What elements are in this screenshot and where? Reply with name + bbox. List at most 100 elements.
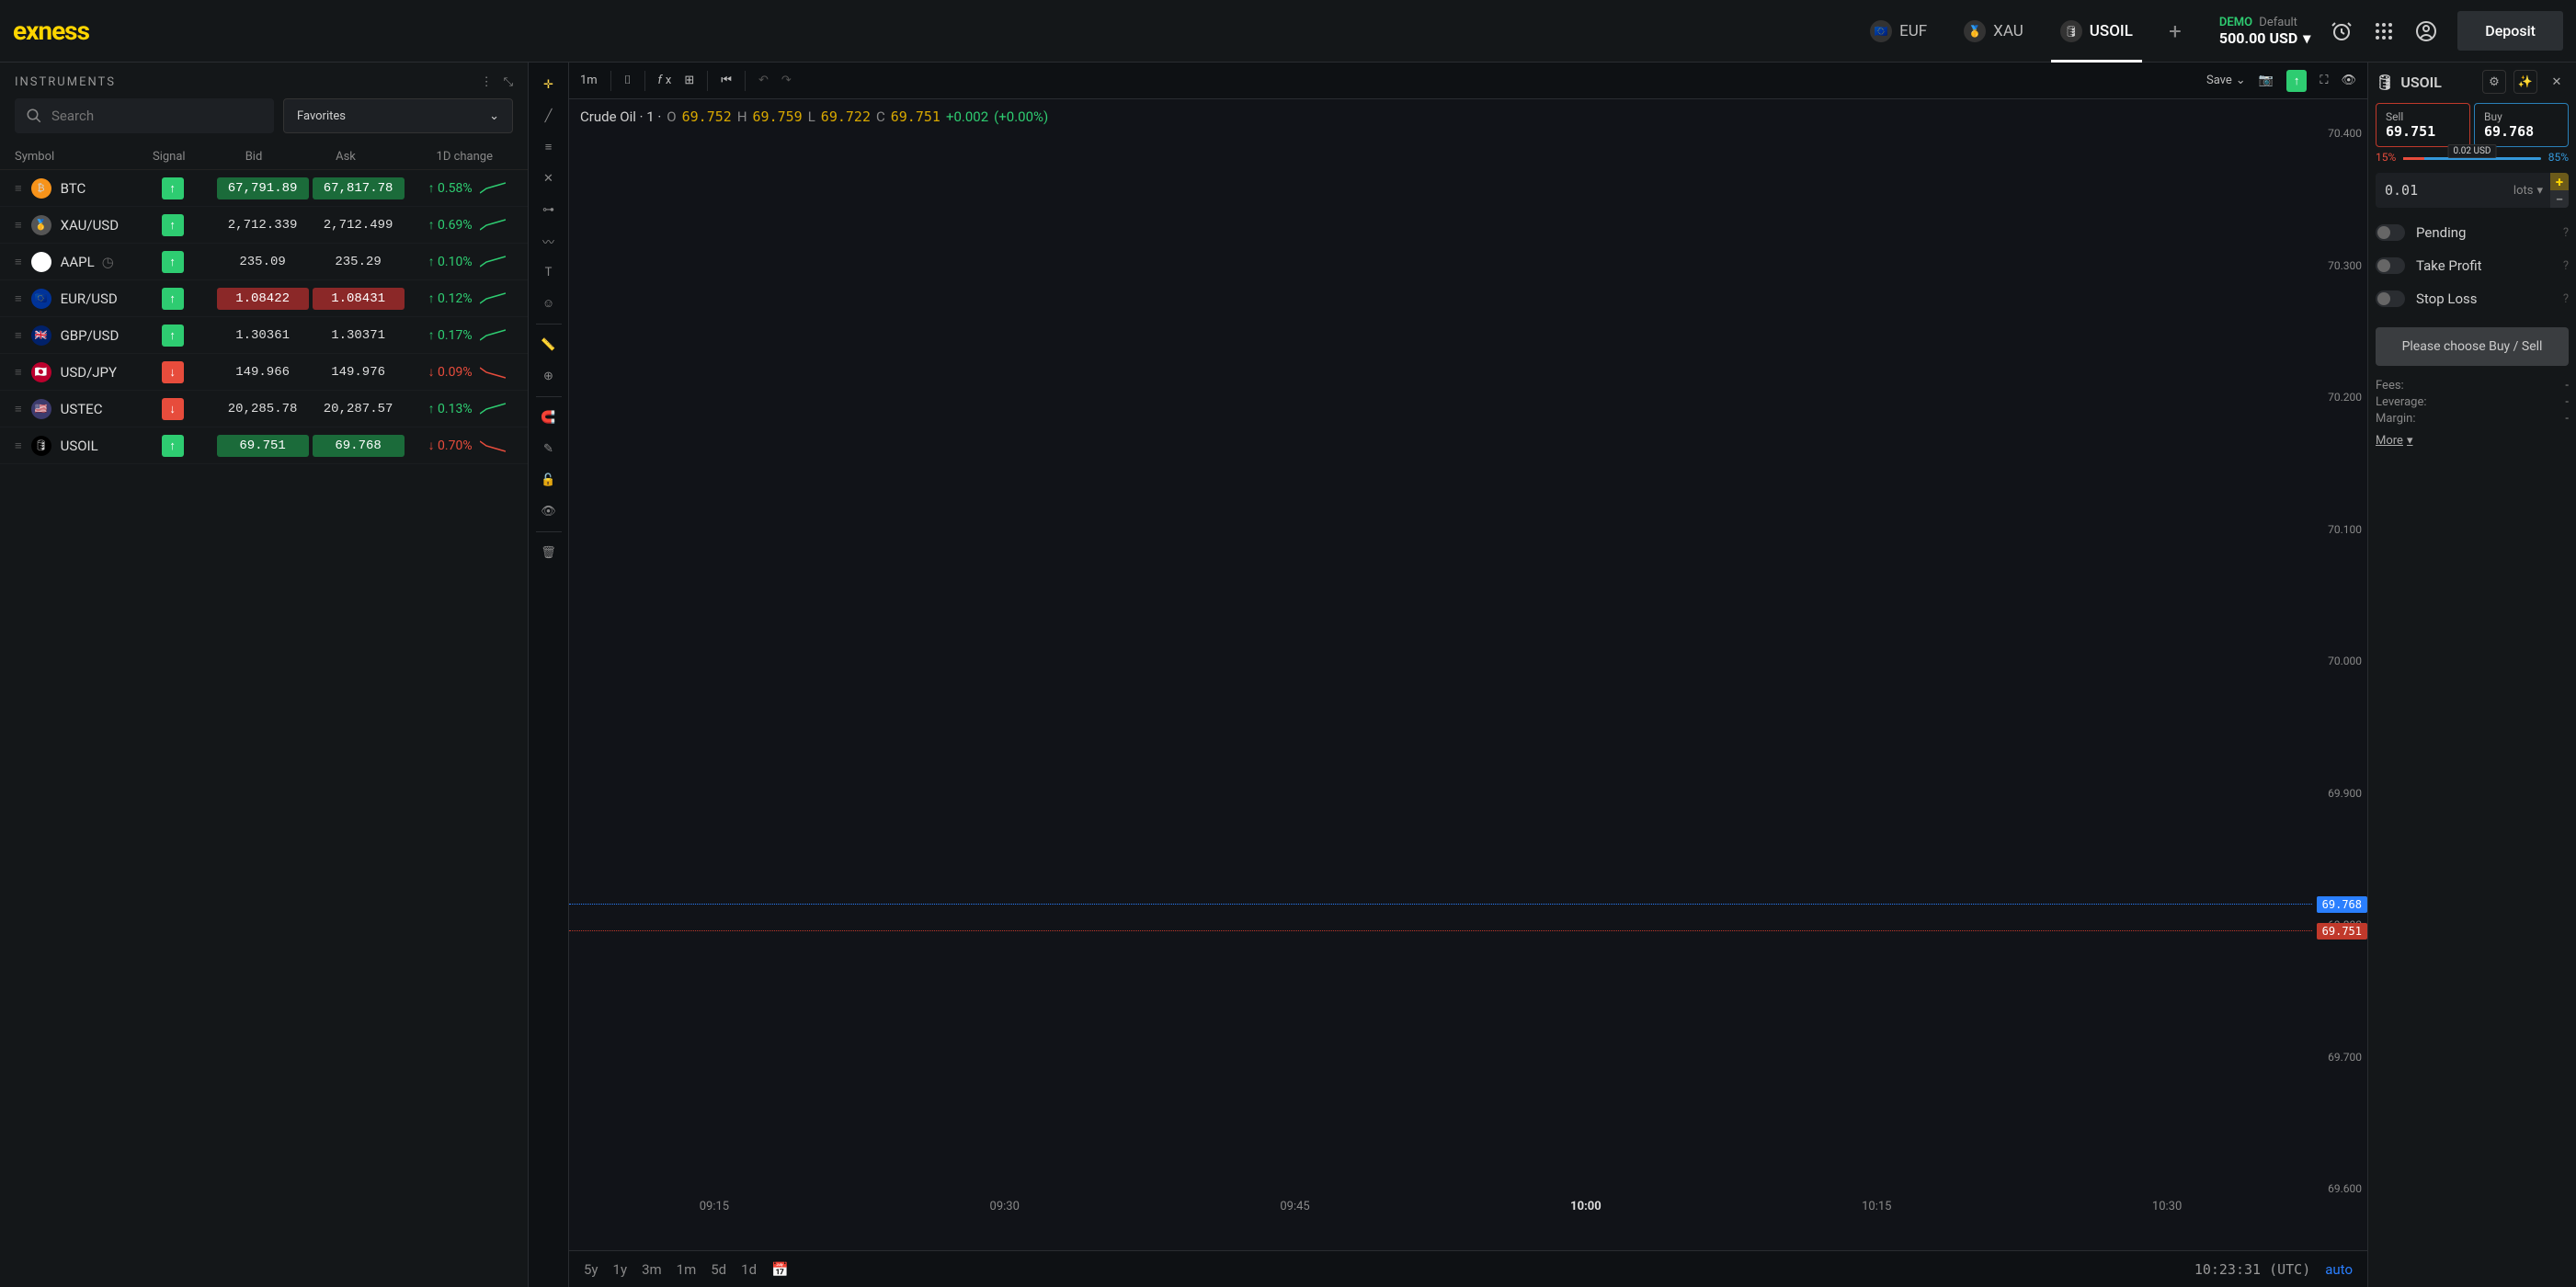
fullscreen-icon[interactable]: ⛶ bbox=[2320, 74, 2328, 87]
timeframe-button[interactable]: 3m bbox=[642, 1261, 662, 1278]
instrument-row[interactable]: ≡ 🥇 XAU/USD ↑ 2,712.339 2,712.499 ↑ 0.69… bbox=[0, 207, 528, 244]
add-tab-button[interactable]: + bbox=[2160, 17, 2190, 46]
instrument-row[interactable]: ≡ 🇯🇵 USD/JPY ↓ 149.966 149.976 ↓ 0.09% bbox=[0, 354, 528, 391]
ask-price: 69.768 bbox=[313, 435, 405, 457]
more-link[interactable]: More ▾ bbox=[2376, 434, 2569, 448]
take-profit-toggle[interactable] bbox=[2376, 257, 2405, 274]
chart-canvas[interactable]: Crude Oil · 1 · O69.752 H69.759 L69.722 … bbox=[569, 99, 2367, 1250]
symbol-tab[interactable]: 🥇XAU bbox=[1945, 0, 2042, 63]
oil-icon: 🛢 bbox=[2376, 74, 2394, 91]
pattern-tool-icon[interactable]: ✕ bbox=[534, 164, 564, 193]
instruments-title: INSTRUMENTS bbox=[15, 75, 470, 89]
lot-increase-button[interactable]: + bbox=[2550, 173, 2569, 190]
timeframe-button[interactable]: 5y bbox=[584, 1261, 598, 1278]
help-icon[interactable]: ? bbox=[2563, 226, 2569, 240]
rewind-icon[interactable]: ⏮ bbox=[721, 74, 732, 87]
change-pct: ↑ 0.69% bbox=[405, 217, 506, 233]
indicators-icon[interactable]: fx bbox=[658, 74, 672, 87]
drag-handle-icon[interactable]: ≡ bbox=[15, 218, 22, 233]
search-icon bbox=[26, 108, 42, 124]
submit-order-button[interactable]: Please choose Buy / Sell bbox=[2376, 327, 2569, 366]
measure-tool-icon[interactable]: 📏 bbox=[534, 330, 564, 359]
chart-clock: 10:23:31 (UTC) bbox=[2194, 1261, 2310, 1278]
calendar-icon[interactable]: 📅 bbox=[771, 1261, 789, 1278]
x-axis: 09:1509:3009:4510:0010:1510:30 bbox=[569, 1200, 2312, 1213]
lot-decrease-button[interactable]: − bbox=[2550, 190, 2569, 208]
collapse-icon[interactable]: ⤡ bbox=[504, 75, 513, 89]
camera-icon[interactable]: 📷 bbox=[2259, 74, 2274, 87]
account-selector[interactable]: DEMO Default 500.00 USD ▾ bbox=[2219, 16, 2310, 47]
timeframe-label[interactable]: 1m bbox=[580, 74, 598, 87]
timeframe-button[interactable]: 1m bbox=[677, 1261, 697, 1278]
candle-type-icon[interactable]: ⌷ bbox=[624, 74, 632, 87]
close-icon[interactable]: ✕ bbox=[2545, 70, 2569, 94]
ask-price: 67,817.78 bbox=[313, 177, 405, 199]
instrument-row[interactable]: ≡ 🇬🇧 GBP/USD ↑ 1.30361 1.30371 ↑ 0.17% bbox=[0, 317, 528, 354]
arrow-up-button[interactable]: ↑ bbox=[2286, 70, 2308, 92]
drag-handle-icon[interactable]: ≡ bbox=[15, 402, 22, 416]
compare-icon[interactable]: ⊞ bbox=[684, 74, 694, 87]
favorites-dropdown[interactable]: Favorites ⌄ bbox=[283, 98, 513, 133]
timeframe-button[interactable]: 1y bbox=[613, 1261, 628, 1278]
fib-tool-icon[interactable]: ≡ bbox=[534, 132, 564, 162]
hide-drawings-icon[interactable]: 👁 bbox=[534, 496, 564, 526]
brand-logo: exness bbox=[13, 16, 89, 46]
drag-handle-icon[interactable]: ≡ bbox=[15, 328, 22, 343]
save-button[interactable]: Save ⌄ bbox=[2206, 74, 2246, 87]
instrument-row[interactable]: ≡ 🇺🇸 USTEC ↓ 20,285.78 20,287.57 ↑ 0.13% bbox=[0, 391, 528, 427]
lock-drawings-icon[interactable]: ✎ bbox=[534, 434, 564, 463]
ask-price: 149.976 bbox=[313, 361, 405, 383]
account-type-badge: DEMO bbox=[2219, 16, 2252, 29]
lock-icon[interactable]: 🔓 bbox=[534, 465, 564, 495]
instrument-row[interactable]: ≡ 🛢 USOIL ↑ 69.751 69.768 ↓ 0.70% bbox=[0, 427, 528, 464]
crosshair-tool-icon[interactable]: ✛ bbox=[534, 70, 564, 99]
alarm-icon[interactable] bbox=[2331, 20, 2353, 42]
help-icon[interactable]: ? bbox=[2563, 259, 2569, 273]
search-input[interactable] bbox=[51, 108, 263, 124]
instrument-row[interactable]: ≡ 🇪🇺 EUR/USD ↑ 1.08422 1.08431 ↑ 0.12% bbox=[0, 280, 528, 317]
spread-indicator: 15% 0.02 USD 85% bbox=[2376, 151, 2569, 164]
chart-header: Crude Oil · 1 · O69.752 H69.759 L69.722 … bbox=[580, 108, 1048, 125]
symbol-tab[interactable]: 🇪🇺EUF bbox=[1852, 0, 1945, 63]
drag-handle-icon[interactable]: ≡ bbox=[15, 365, 22, 380]
help-icon[interactable]: ? bbox=[2563, 292, 2569, 306]
drag-handle-icon[interactable]: ≡ bbox=[15, 181, 22, 196]
timeframe-button[interactable]: 5d bbox=[711, 1261, 726, 1278]
auto-button[interactable]: auto bbox=[2325, 1261, 2353, 1278]
instrument-row[interactable]: ≡ ₿ BTC ↑ 67,791.89 67,817.78 ↑ 0.58% bbox=[0, 170, 528, 207]
pending-toggle[interactable] bbox=[2376, 224, 2405, 241]
apps-icon[interactable] bbox=[2373, 20, 2395, 42]
emoji-tool-icon[interactable]: ☺ bbox=[534, 289, 564, 318]
search-input-wrapper[interactable] bbox=[15, 98, 274, 133]
buy-button[interactable]: Buy 69.768 bbox=[2474, 103, 2569, 147]
profile-icon[interactable] bbox=[2415, 20, 2437, 42]
sell-button[interactable]: Sell 69.751 bbox=[2376, 103, 2470, 147]
undo-icon[interactable]: ↶ bbox=[758, 74, 769, 87]
candlestick-series bbox=[578, 127, 2303, 1186]
settings-icon[interactable]: ⚙ bbox=[2482, 70, 2506, 94]
watch-icon[interactable]: 👁 bbox=[2341, 74, 2356, 87]
more-vert-icon[interactable]: ⋮ bbox=[481, 75, 493, 89]
brush-tool-icon[interactable]: 〰 bbox=[534, 226, 564, 256]
signal-badge: ↑ bbox=[162, 325, 184, 347]
sparkle-icon[interactable]: ✨ bbox=[2513, 70, 2537, 94]
text-tool-icon[interactable]: T bbox=[534, 257, 564, 287]
stop-loss-toggle[interactable] bbox=[2376, 290, 2405, 307]
instrument-row[interactable]: ≡ AAPL ◷ ↑ 235.09 235.29 ↑ 0.10% bbox=[0, 244, 528, 280]
long-position-tool-icon[interactable]: ⊶ bbox=[534, 195, 564, 224]
deposit-button[interactable]: Deposit bbox=[2457, 11, 2563, 51]
drag-handle-icon[interactable]: ≡ bbox=[15, 255, 22, 269]
signal-badge: ↑ bbox=[162, 435, 184, 457]
remove-drawings-icon[interactable]: 🗑 bbox=[534, 538, 564, 567]
lot-size-input[interactable]: 0.01 lots ▾ + − bbox=[2376, 173, 2569, 208]
redo-icon[interactable]: ↷ bbox=[781, 74, 792, 87]
magnet-tool-icon[interactable]: 🧲 bbox=[534, 403, 564, 432]
trendline-tool-icon[interactable]: ╱ bbox=[534, 101, 564, 131]
drag-handle-icon[interactable]: ≡ bbox=[15, 438, 22, 453]
zoom-tool-icon[interactable]: ⊕ bbox=[534, 361, 564, 391]
signal-badge: ↑ bbox=[162, 177, 184, 199]
drag-handle-icon[interactable]: ≡ bbox=[15, 291, 22, 306]
symbol-tab[interactable]: 🛢USOIL bbox=[2042, 0, 2151, 63]
timeframe-button[interactable]: 1d bbox=[741, 1261, 757, 1278]
order-symbol: 🛢 USOIL bbox=[2376, 74, 2475, 91]
